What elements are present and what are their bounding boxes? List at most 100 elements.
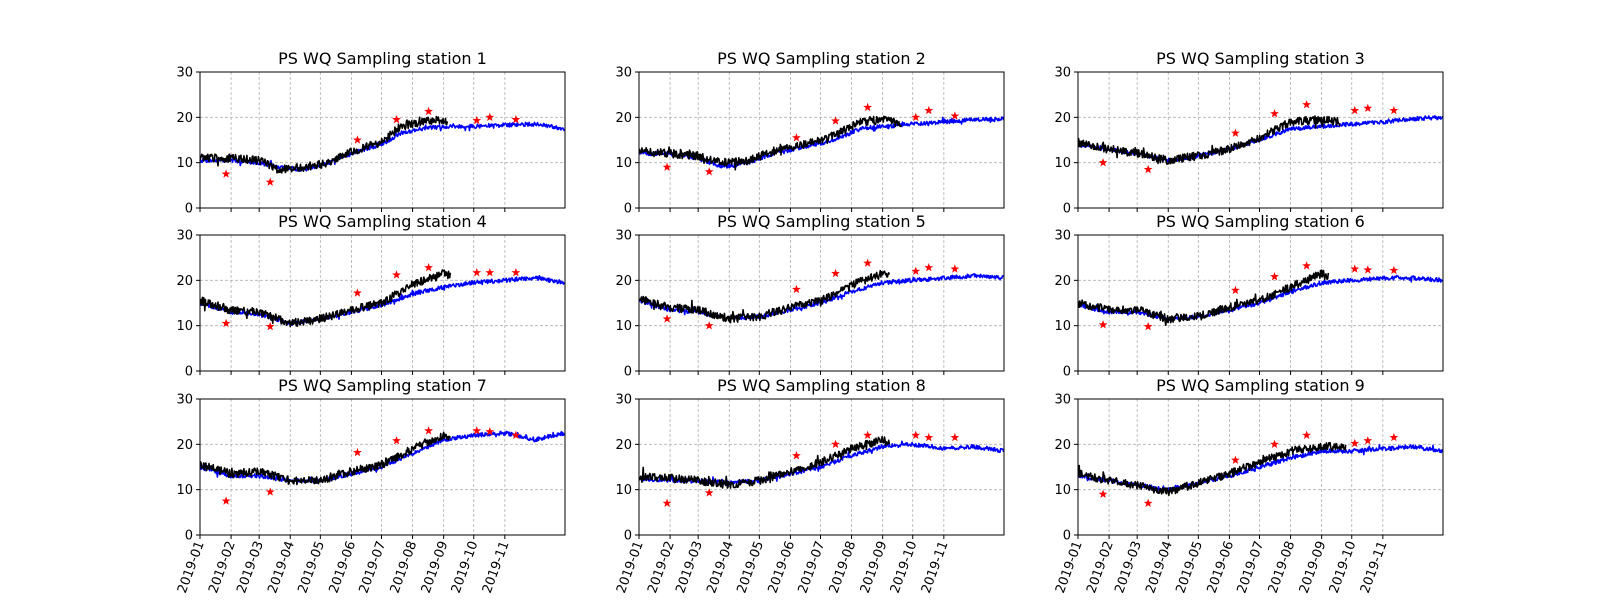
- model-series-line: [200, 121, 565, 173]
- observed-series-line: [1078, 115, 1341, 165]
- subplot-station-6: PS WQ Sampling station 6 0 10 20 30: [1054, 212, 1444, 380]
- x-tick-label: 2019-07: [357, 539, 390, 595]
- sample-point-star: [662, 162, 672, 171]
- sample-point-star: [924, 263, 934, 272]
- sample-point-star: [662, 498, 672, 507]
- y-tick-label: 30: [615, 393, 632, 408]
- sample-point-star: [265, 321, 275, 331]
- sample-point-star: [950, 264, 960, 273]
- x-tick-label: 2019-05: [734, 539, 767, 595]
- x-tick-label: 2019-07: [1235, 539, 1268, 595]
- y-tick-label: 30: [176, 229, 193, 244]
- subplot-title: PS WQ Sampling station 8: [717, 376, 926, 395]
- y-tick-label: 10: [1054, 319, 1071, 334]
- sample-point-star: [221, 496, 231, 505]
- sample-point-star: [392, 436, 401, 445]
- subplot-station-7: PS WQ Sampling station 701020302019-0120…: [175, 376, 566, 595]
- sample-point-star: [1270, 439, 1279, 449]
- x-tick-label: 2019-09: [858, 539, 891, 595]
- observed-series-line: [200, 431, 452, 486]
- y-tick-label: 0: [624, 202, 632, 217]
- x-tick-label: 2019-03: [673, 539, 706, 595]
- sample-point-star: [831, 268, 840, 278]
- observed-series-line: [639, 269, 891, 324]
- y-tick-label: 0: [1063, 365, 1071, 380]
- axes-frame: [199, 234, 566, 372]
- y-tick-label: 30: [176, 393, 193, 408]
- sample-point-star: [831, 439, 840, 449]
- sample-point-star: [1231, 285, 1240, 295]
- y-tick-label: 30: [615, 229, 632, 244]
- sample-point-star: [1302, 430, 1311, 439]
- sample-point-star: [1270, 109, 1279, 118]
- sample-point-star: [792, 451, 801, 460]
- y-tick-label: 30: [1054, 66, 1071, 81]
- y-tick-label: 10: [176, 483, 193, 498]
- y-tick-label: 20: [176, 111, 193, 126]
- subplot-title: PS WQ Sampling station 3: [1156, 49, 1365, 68]
- sample-point-star: [1389, 265, 1399, 275]
- subplot-station-1: PS WQ Sampling station 1 0 10 20 30: [176, 49, 566, 217]
- axes-frame: [638, 398, 1005, 536]
- y-tick-label: 0: [185, 202, 193, 217]
- y-tick-label: 20: [615, 438, 632, 453]
- sample-point-star: [792, 133, 801, 142]
- x-tick-label: 2019-01: [175, 539, 208, 595]
- subplot-station-5: PS WQ Sampling station 5 0 10 20 30: [615, 212, 1005, 380]
- x-tick-label: 2019-02: [1084, 539, 1117, 595]
- subplot-station-9: PS WQ Sampling station 901020302019-0120…: [1053, 376, 1444, 595]
- subplot-station-8: PS WQ Sampling station 801020302019-0120…: [614, 376, 1005, 595]
- sample-point-star: [792, 284, 801, 294]
- sample-point-star: [424, 426, 433, 435]
- subplot-title: PS WQ Sampling station 7: [278, 376, 487, 395]
- observed-series-line: [200, 115, 449, 174]
- x-tick-label: 2019-07: [796, 539, 829, 595]
- axes-frame: [1077, 71, 1444, 209]
- sample-point-star: [1231, 455, 1240, 464]
- sample-point-star: [1363, 436, 1373, 445]
- axes-frame: [199, 398, 566, 536]
- x-tick-label: 2019-09: [419, 539, 452, 595]
- observed-series-line: [1078, 441, 1347, 496]
- y-tick-label: 20: [1054, 438, 1071, 453]
- y-tick-label: 0: [1063, 529, 1071, 544]
- sample-point-star: [831, 116, 840, 125]
- x-tick-label: 2019-06: [1204, 539, 1237, 595]
- x-tick-label: 2019-04: [704, 539, 737, 595]
- sample-point-star: [924, 432, 934, 442]
- sample-point-star: [353, 447, 362, 457]
- subplot-title: PS WQ Sampling station 9: [1156, 376, 1365, 395]
- sample-point-star: [704, 488, 714, 497]
- sample-point-star: [221, 318, 231, 328]
- x-tick-label: 2019-11: [480, 539, 513, 595]
- sample-point-star: [485, 112, 495, 122]
- x-tick-label: 2019-02: [645, 539, 678, 595]
- subplot-station-4: PS WQ Sampling station 4 0 10 20 30: [176, 212, 566, 380]
- sample-point-star: [1350, 438, 1360, 448]
- y-tick-label: 20: [176, 274, 193, 289]
- axes-frame: [1077, 234, 1444, 372]
- x-tick-label: 2019-08: [827, 539, 860, 595]
- sample-point-star: [265, 487, 275, 496]
- x-tick-label: 2019-08: [388, 539, 421, 595]
- sample-point-star: [863, 102, 872, 112]
- y-tick-label: 10: [1054, 156, 1071, 171]
- sample-point-star: [221, 169, 231, 178]
- x-tick-label: 2019-04: [265, 539, 298, 595]
- y-tick-label: 30: [615, 66, 632, 81]
- sample-point-star: [662, 314, 672, 323]
- sample-point-star: [704, 167, 714, 176]
- y-tick-label: 20: [176, 438, 193, 453]
- subplot-title: PS WQ Sampling station 4: [278, 212, 487, 231]
- sample-point-star: [911, 112, 921, 122]
- y-tick-label: 10: [176, 156, 193, 171]
- sample-point-star: [1098, 158, 1108, 167]
- model-series-line: [1078, 274, 1443, 322]
- sample-point-star: [1302, 261, 1311, 270]
- axes-frame: [638, 71, 1005, 209]
- y-tick-label: 20: [1054, 274, 1071, 289]
- sample-point-star: [424, 263, 433, 272]
- subplot-station-3: PS WQ Sampling station 3 0 10 20 30: [1054, 49, 1444, 217]
- model-series-line: [200, 430, 565, 484]
